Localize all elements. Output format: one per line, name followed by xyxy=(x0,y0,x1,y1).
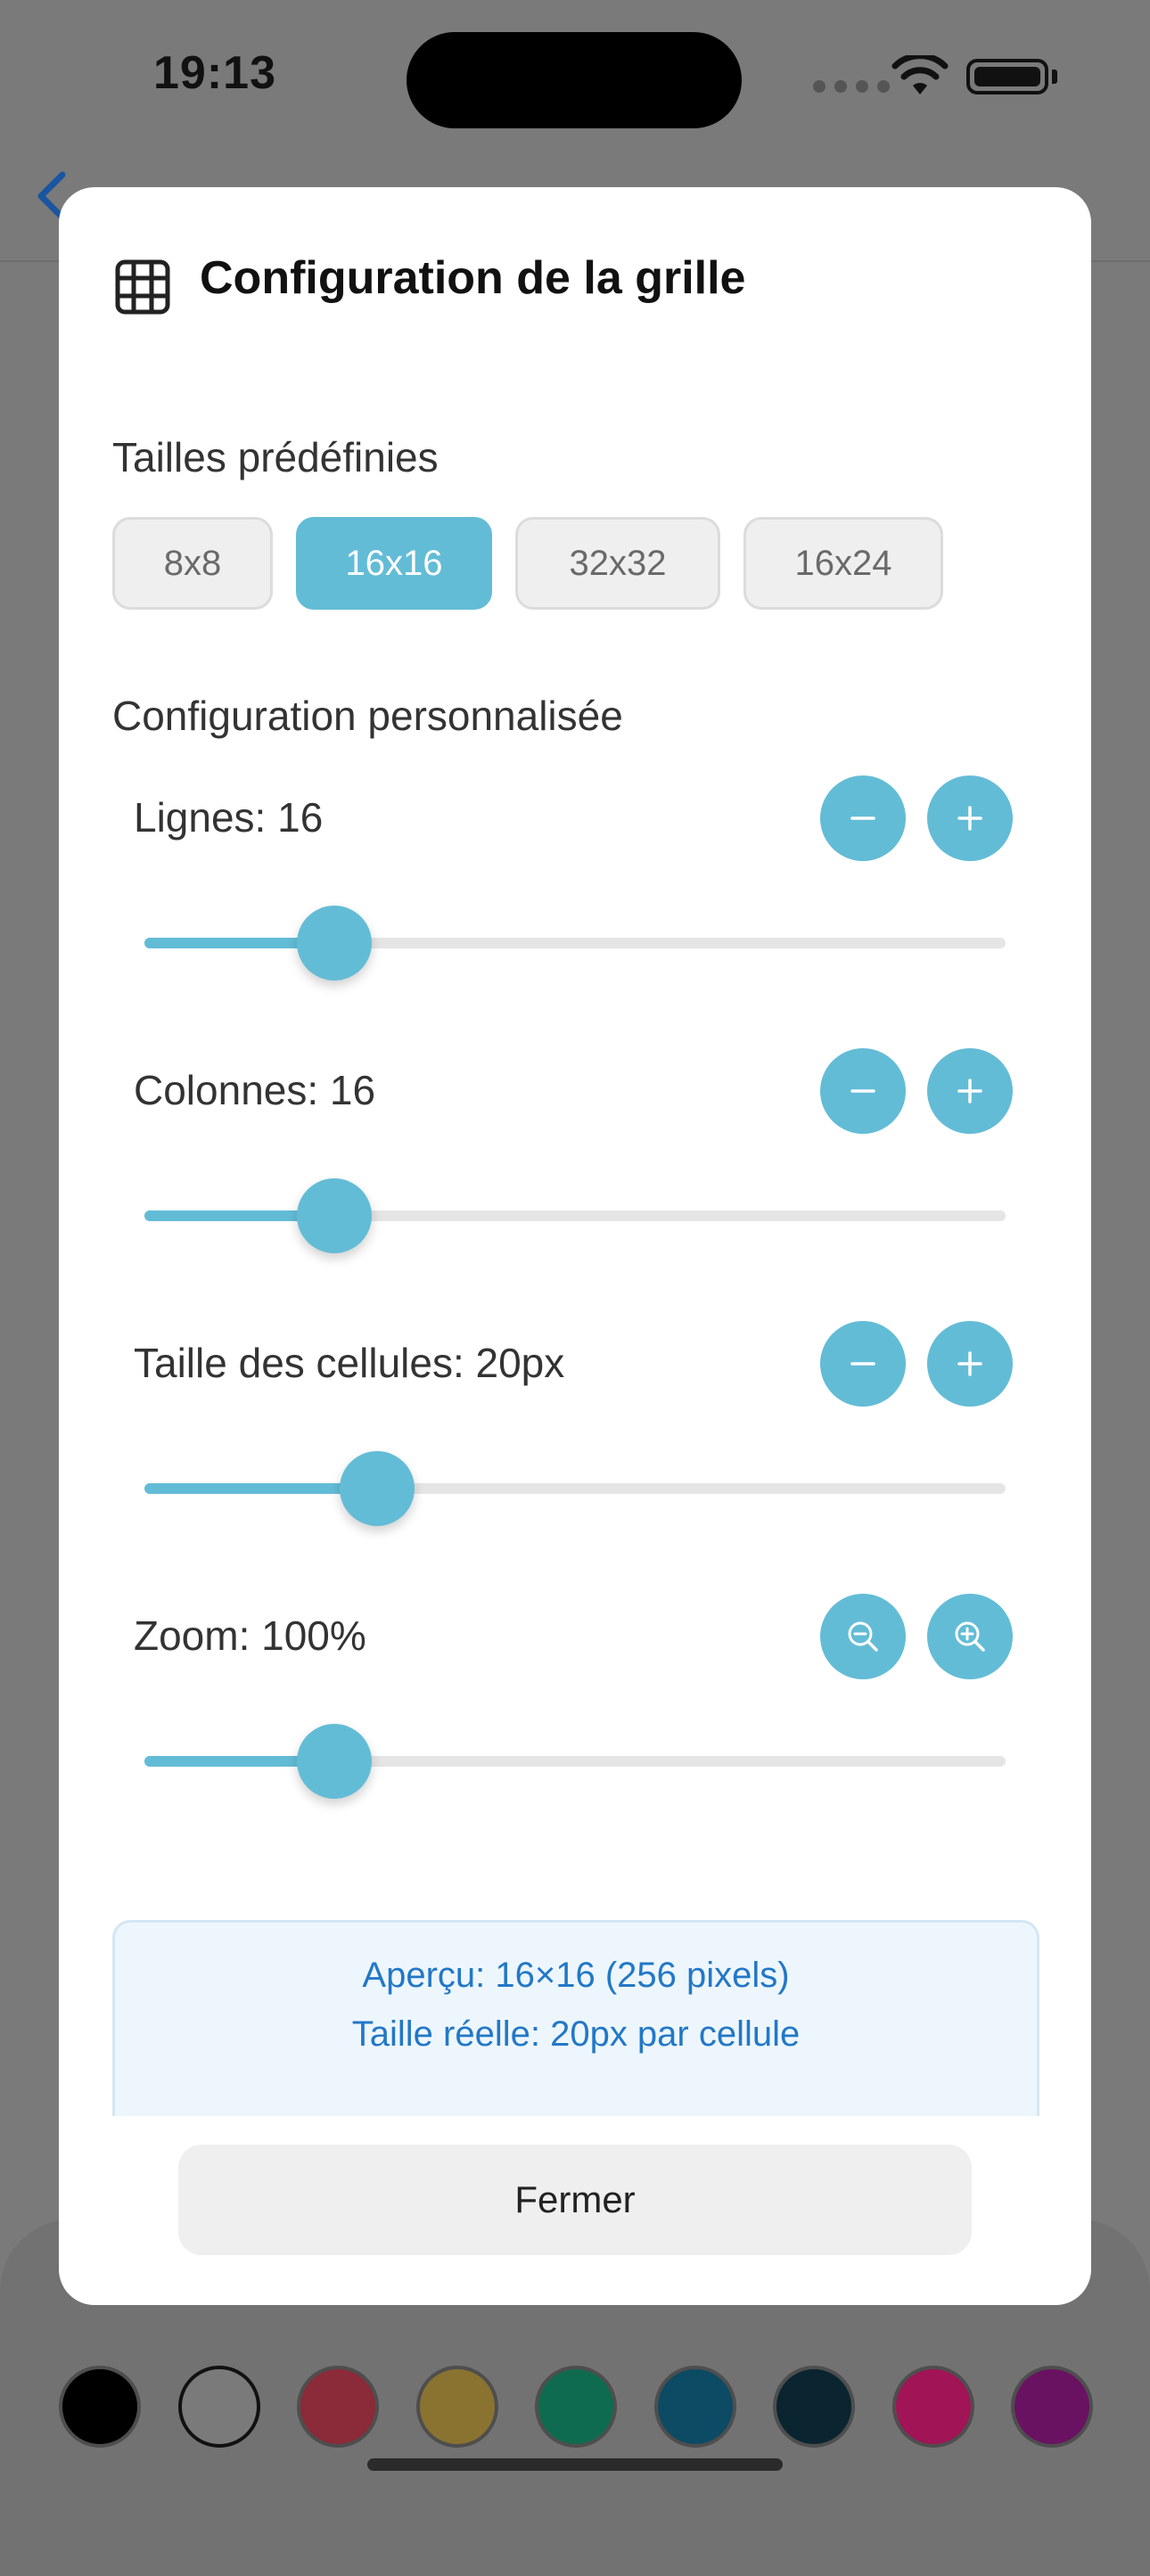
preset-32x32-button[interactable]: 32x32 xyxy=(515,517,720,610)
columns-decrement-button[interactable] xyxy=(820,1048,906,1134)
close-button[interactable]: Fermer xyxy=(178,2145,972,2255)
slider-thumb[interactable] xyxy=(297,1178,372,1253)
zoom-in-icon xyxy=(955,1621,985,1652)
color-swatch[interactable] xyxy=(773,2366,855,2448)
columns-label: Colonnes: 16 xyxy=(134,1067,376,1113)
preset-16x16-button[interactable]: 16x16 xyxy=(296,517,492,610)
zoom-out-icon xyxy=(848,1621,878,1652)
minus-icon xyxy=(850,816,875,820)
presets-label: Tailles prédéfinies xyxy=(112,434,439,480)
slider-fill xyxy=(144,1483,377,1494)
plus-icon xyxy=(957,1351,982,1376)
cell-size-label: Taille des cellules: 20px xyxy=(134,1340,565,1386)
preview-box: Aperçu: 16×16 (256 pixels) Taille réelle… xyxy=(112,1920,1039,2116)
minus-icon xyxy=(850,1089,875,1093)
rows-label: Lignes: 16 xyxy=(134,794,324,841)
slider-fill xyxy=(144,1210,334,1221)
zoom-out-button[interactable] xyxy=(820,1594,906,1679)
zoom-slider[interactable] xyxy=(144,1724,1006,1799)
slider-thumb[interactable] xyxy=(297,906,372,980)
color-swatch[interactable] xyxy=(297,2366,379,2448)
rows-decrement-button[interactable] xyxy=(820,775,906,861)
grid-icon xyxy=(115,259,170,315)
rows-slider[interactable] xyxy=(144,906,1006,980)
grid-config-modal: Configuration de la grille Tailles prédé… xyxy=(59,187,1091,2305)
rows-increment-button[interactable] xyxy=(927,775,1013,861)
home-indicator xyxy=(367,2458,783,2471)
cell-size-slider[interactable] xyxy=(144,1451,1006,1526)
color-swatch[interactable] xyxy=(653,2366,736,2448)
preview-summary: Aperçu: 16×16 (256 pixels) xyxy=(362,1956,790,1995)
color-palette xyxy=(59,2366,1093,2455)
zoom-label: Zoom: 100% xyxy=(134,1612,366,1659)
dynamic-island xyxy=(407,32,742,128)
modal-header: Configuration de la grille xyxy=(114,241,745,316)
plus-icon xyxy=(957,1079,982,1103)
custom-config-label: Configuration personnalisée xyxy=(112,693,623,739)
back-chevron-icon[interactable] xyxy=(34,169,70,223)
status-bar: 19:13 xyxy=(0,0,1150,160)
color-swatch[interactable] xyxy=(177,2366,260,2448)
status-time: 19:13 xyxy=(153,47,276,99)
preset-8x8-button[interactable]: 8x8 xyxy=(112,517,273,610)
cell-size-increment-button[interactable] xyxy=(927,1321,1013,1407)
cell-size-decrement-button[interactable] xyxy=(820,1321,906,1407)
wifi-icon xyxy=(891,55,949,94)
slider-fill xyxy=(144,1756,334,1767)
columns-slider[interactable] xyxy=(144,1178,1006,1253)
slider-thumb[interactable] xyxy=(297,1724,372,1799)
color-swatch[interactable] xyxy=(59,2366,141,2448)
preview-cell-size: Taille réelle: 20px par cellule xyxy=(351,2014,801,2054)
plus-icon xyxy=(957,806,982,831)
minus-icon xyxy=(850,1362,875,1366)
preset-16x24-button[interactable]: 16x24 xyxy=(743,517,943,610)
color-swatch[interactable] xyxy=(535,2366,617,2448)
color-swatch[interactable] xyxy=(415,2366,498,2448)
modal-title: Configuration de la grille xyxy=(200,252,746,304)
zoom-in-button[interactable] xyxy=(927,1594,1013,1679)
cellular-signal-icon xyxy=(813,80,890,93)
slider-thumb[interactable] xyxy=(340,1451,415,1526)
preset-sizes: 8x8 16x16 32x32 16x24 xyxy=(112,517,943,610)
color-swatch[interactable] xyxy=(1011,2366,1093,2448)
color-swatch[interactable] xyxy=(891,2366,974,2448)
battery-icon xyxy=(966,59,1048,94)
slider-fill xyxy=(144,938,334,948)
columns-increment-button[interactable] xyxy=(927,1048,1013,1134)
